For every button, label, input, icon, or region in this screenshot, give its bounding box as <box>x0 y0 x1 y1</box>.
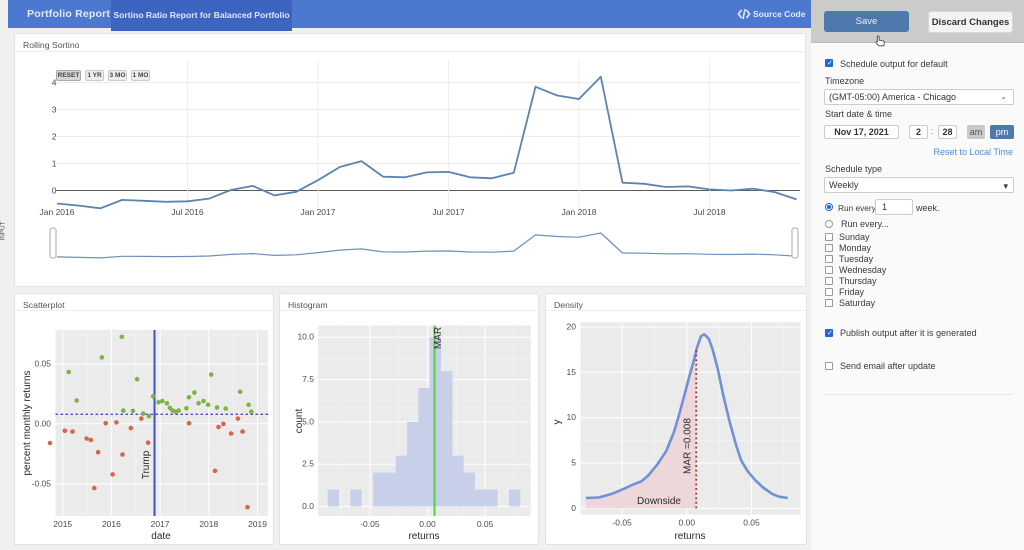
svg-text:0.05: 0.05 <box>34 359 51 369</box>
svg-text:0.05: 0.05 <box>743 518 760 528</box>
svg-text:2019: 2019 <box>248 519 267 529</box>
svg-text:y: y <box>552 420 563 425</box>
svg-text:count: count <box>294 409 305 434</box>
svg-text:-0.05: -0.05 <box>32 478 52 488</box>
svg-text:percent monthly returns: percent monthly returns <box>22 370 33 475</box>
svg-text:Trump: Trump <box>141 450 152 479</box>
svg-text:1: 1 <box>52 159 57 169</box>
svg-text:Jul 2017: Jul 2017 <box>432 207 464 217</box>
svg-text:2018: 2018 <box>199 519 218 529</box>
svg-text:returns: returns <box>408 531 439 542</box>
svg-text:7.5: 7.5 <box>302 374 314 384</box>
svg-text:2016: 2016 <box>102 519 121 529</box>
svg-text:4: 4 <box>52 78 57 88</box>
svg-text:0.00: 0.00 <box>34 418 51 428</box>
svg-text:Jan 2016: Jan 2016 <box>40 207 75 217</box>
svg-text:MAR =0.008: MAR =0.008 <box>683 418 694 474</box>
svg-text:0.00: 0.00 <box>679 518 696 528</box>
svg-text:-0.05: -0.05 <box>360 519 380 529</box>
svg-text:20: 20 <box>567 322 577 332</box>
svg-text:0: 0 <box>571 503 576 513</box>
svg-text:5: 5 <box>571 458 576 468</box>
svg-text:5.0: 5.0 <box>302 416 314 426</box>
svg-text:0.00: 0.00 <box>419 519 436 529</box>
svg-text:-0.05: -0.05 <box>612 518 632 528</box>
svg-text:INPUT: INPUT <box>0 221 7 240</box>
svg-text:10: 10 <box>567 412 577 422</box>
svg-text:returns: returns <box>674 531 705 542</box>
svg-text:10.0: 10.0 <box>297 332 314 342</box>
svg-text:Jan 2017: Jan 2017 <box>301 207 336 217</box>
svg-text:Jul 2018: Jul 2018 <box>693 207 725 217</box>
svg-text:Jan 2018: Jan 2018 <box>562 207 597 217</box>
svg-text:2.5: 2.5 <box>302 459 314 469</box>
svg-text:2: 2 <box>52 132 57 142</box>
svg-text:0.0: 0.0 <box>302 501 314 511</box>
svg-text:Jul 2016: Jul 2016 <box>171 207 203 217</box>
svg-text:0.05: 0.05 <box>477 519 494 529</box>
svg-text:MAR: MAR <box>433 327 444 349</box>
svg-text:date: date <box>151 531 171 542</box>
svg-text:Downside: Downside <box>637 496 681 507</box>
svg-text:15: 15 <box>567 367 577 377</box>
svg-text:2015: 2015 <box>53 519 72 529</box>
svg-text:3: 3 <box>52 105 57 115</box>
svg-text:2017: 2017 <box>151 519 170 529</box>
svg-text:0: 0 <box>52 186 57 196</box>
